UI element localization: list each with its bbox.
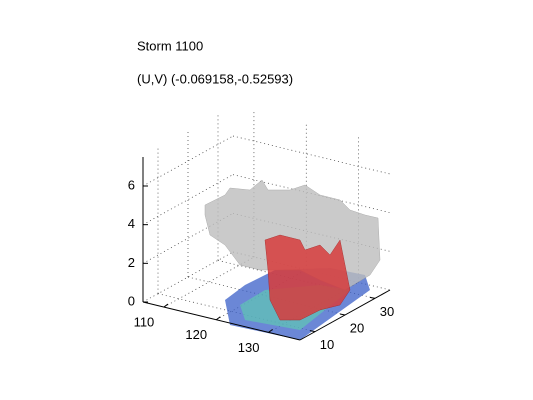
x-tick-label: 110 — [134, 315, 155, 330]
y-tick-label: 10 — [320, 337, 334, 352]
y-tick — [309, 330, 316, 333]
z-tick-label: 0 — [128, 293, 135, 308]
surfaces — [204, 179, 381, 340]
y-tick — [369, 296, 376, 299]
chart-title: Storm 1100 — [137, 38, 203, 53]
x-tick-label: 120 — [185, 327, 207, 342]
z-tick-label: 6 — [128, 177, 135, 192]
x-tick — [163, 303, 169, 308]
chart-subtitle: (U,V) (-0.069158,-0.52593) — [137, 71, 293, 86]
z-tick-label: 4 — [128, 216, 135, 231]
x-axis — [142, 301, 301, 341]
x-tick — [215, 316, 221, 321]
grid-line — [232, 135, 391, 175]
y-tick — [339, 313, 346, 316]
z-tick-label: 2 — [128, 255, 135, 270]
x-tick-label: 130 — [238, 340, 260, 355]
y-tick-label: 30 — [380, 304, 394, 319]
red-isosurface — [264, 234, 351, 321]
x-tick — [268, 328, 273, 333]
y-axis — [299, 289, 391, 341]
axes: 0 2 4 6 110 120 130 10 20 30 — [128, 157, 394, 355]
y-tick-label: 20 — [350, 320, 364, 335]
